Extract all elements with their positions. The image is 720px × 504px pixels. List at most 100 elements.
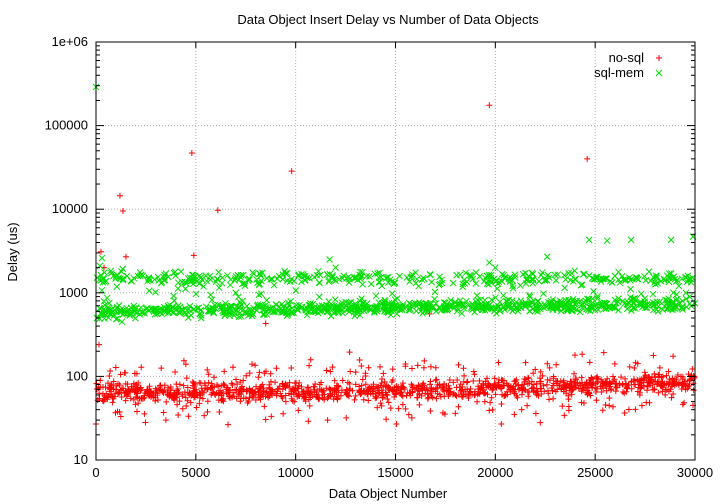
data-point-no-sql — [122, 389, 129, 396]
data-point-no-sql — [387, 405, 394, 412]
data-point-no-sql — [171, 397, 178, 404]
data-point-sql-mem — [309, 300, 317, 308]
data-point-no-sql — [515, 382, 522, 389]
data-point-no-sql — [197, 380, 204, 387]
data-point-no-sql — [268, 413, 275, 420]
data-point-sql-mem — [446, 302, 454, 310]
data-point-sql-mem — [393, 310, 401, 318]
data-point-no-sql — [393, 421, 400, 428]
data-point-no-sql — [679, 375, 686, 382]
data-point-sql-mem — [399, 301, 407, 308]
data-point-sql-mem — [248, 312, 256, 320]
data-point-sql-mem — [305, 301, 313, 309]
data-point-no-sql — [546, 396, 553, 403]
data-point-no-sql — [118, 386, 125, 393]
data-point-no-sql — [356, 387, 363, 394]
data-point-no-sql — [534, 388, 541, 395]
x-tick-label: 10000 — [278, 465, 314, 480]
data-point-no-sql — [481, 398, 488, 405]
data-point-sql-mem — [282, 270, 290, 277]
data-point-no-sql — [262, 416, 269, 423]
data-point-no-sql — [272, 379, 279, 386]
data-point-no-sql — [136, 395, 143, 402]
data-point-no-sql — [460, 391, 467, 398]
data-point-no-sql — [383, 416, 390, 423]
data-point-no-sql — [427, 407, 434, 414]
data-point-no-sql — [612, 384, 619, 391]
data-point-no-sql — [525, 393, 532, 400]
data-point-no-sql — [662, 386, 669, 393]
data-point-no-sql — [267, 370, 274, 377]
data-point-no-sql — [288, 395, 295, 402]
data-point-sql-mem — [528, 298, 536, 306]
data-point-no-sql — [637, 377, 644, 384]
data-point-sql-mem — [338, 299, 346, 307]
data-point-no-sql — [549, 388, 556, 395]
data-point-sql-mem — [227, 302, 235, 310]
data-point-no-sql — [307, 356, 314, 363]
data-point-no-sql — [625, 382, 632, 389]
data-point-sql-mem — [189, 280, 197, 288]
data-point-sql-mem — [207, 276, 214, 283]
data-point-sql-mem — [565, 269, 572, 277]
data-point-sql-mem — [272, 301, 280, 309]
data-point-sql-mem — [257, 290, 265, 298]
data-point-no-sql — [421, 357, 428, 364]
data-point-no-sql — [594, 378, 601, 385]
data-point-sql-mem — [153, 307, 161, 315]
data-point-sql-mem — [108, 306, 115, 314]
data-point-no-sql — [467, 385, 474, 392]
data-point-no-sql — [482, 378, 489, 385]
data-point-sql-mem — [522, 280, 530, 287]
data-point-sql-mem — [529, 276, 537, 284]
data-point-no-sql — [183, 403, 190, 410]
data-point-no-sql — [518, 391, 525, 398]
x-tick-label: 5000 — [181, 465, 210, 480]
data-point-sql-mem — [347, 299, 355, 306]
data-point-sql-mem — [374, 270, 381, 277]
data-point-no-sql — [117, 413, 124, 420]
data-point-sql-mem — [482, 274, 489, 282]
data-point-no-sql — [150, 390, 157, 397]
data-point-sql-mem — [105, 314, 112, 322]
data-point-no-sql — [176, 381, 183, 388]
data-point-no-sql — [628, 379, 635, 386]
data-point-sql-mem — [492, 277, 500, 284]
data-point-no-sql — [246, 385, 253, 392]
data-point-no-sql — [526, 389, 533, 396]
data-point-no-sql — [641, 369, 648, 376]
data-point-no-sql — [225, 421, 232, 428]
data-point-sql-mem — [516, 282, 524, 289]
data-point-no-sql — [337, 392, 344, 399]
data-point-no-sql — [602, 378, 609, 385]
data-point-no-sql — [115, 380, 122, 387]
data-point-no-sql — [495, 359, 502, 366]
data-point-sql-mem — [430, 303, 437, 311]
data-point-sql-mem — [290, 309, 297, 317]
data-point-sql-mem — [367, 280, 375, 288]
data-point-sql-mem — [270, 281, 278, 289]
data-point-no-sql — [217, 387, 224, 394]
data-point-sql-mem — [373, 302, 380, 310]
data-point-no-sql — [185, 413, 192, 420]
data-point-no-sql — [470, 368, 477, 375]
data-point-no-sql — [602, 401, 609, 408]
data-point-no-sql — [670, 379, 677, 386]
data-point-sql-mem — [415, 282, 423, 290]
data-point-no-sql — [543, 381, 550, 388]
data-point-no-sql — [182, 394, 189, 401]
data-point-sql-mem — [492, 294, 499, 301]
data-point-no-sql — [518, 384, 525, 391]
data-point-sql-mem — [406, 307, 413, 314]
data-point-no-sql — [306, 391, 313, 398]
data-point-no-sql — [197, 391, 204, 398]
data-point-sql-mem — [237, 271, 245, 279]
data-point-sql-mem — [215, 268, 222, 276]
data-point-sql-mem — [396, 306, 404, 314]
data-point-no-sql — [616, 380, 623, 387]
data-point-no-sql — [673, 376, 680, 383]
data-point-no-sql — [166, 392, 173, 399]
data-point-no-sql — [323, 367, 330, 374]
data-point-no-sql — [621, 390, 628, 397]
data-point-no-sql — [428, 393, 435, 400]
